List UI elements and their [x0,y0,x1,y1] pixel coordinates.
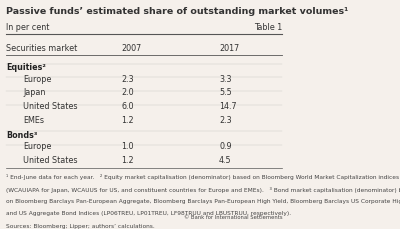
Text: Europe: Europe [23,75,52,84]
Text: 14.7: 14.7 [219,102,237,111]
Text: Bonds³: Bonds³ [6,131,37,140]
Text: and US Aggregate Bond Indices (LP06TREU, LP01TREU, LF98TRUU and LBUSTRUU, respec: and US Aggregate Bond Indices (LP06TREU,… [6,211,291,216]
Text: Table 1: Table 1 [254,23,282,32]
Text: 5.5: 5.5 [219,88,232,98]
Text: United States: United States [23,102,78,111]
Text: 2017: 2017 [219,44,239,53]
Text: Europe: Europe [23,142,52,151]
Text: 2.3: 2.3 [121,75,134,84]
Text: United States: United States [23,156,78,165]
Text: 1.0: 1.0 [121,142,134,151]
Text: 6.0: 6.0 [121,102,134,111]
Text: Securities market: Securities market [6,44,77,53]
Text: EMEs: EMEs [23,116,44,125]
Text: 2.0: 2.0 [121,88,134,98]
Text: 1.2: 1.2 [121,156,134,165]
Text: 1.2: 1.2 [121,116,134,125]
Text: Passive funds’ estimated share of outstanding market volumes¹: Passive funds’ estimated share of outsta… [6,7,348,16]
Text: Sources: Bloomberg; Lipper; authors’ calculations.: Sources: Bloomberg; Lipper; authors’ cal… [6,224,154,229]
Text: Equities²: Equities² [6,63,46,72]
Text: ¹ End-June data for each year.   ² Equity market capitalisation (denominator) ba: ¹ End-June data for each year. ² Equity … [6,174,399,180]
Text: 4.5: 4.5 [219,156,232,165]
Text: In per cent: In per cent [6,23,49,32]
Text: 0.9: 0.9 [219,142,232,151]
Text: Japan: Japan [23,88,46,98]
Text: © Bank for International Settlements: © Bank for International Settlements [184,215,282,220]
Text: 2.3: 2.3 [219,116,232,125]
Text: on Bloomberg Barclays Pan-European Aggregate, Bloomberg Barclays Pan-European Hi: on Bloomberg Barclays Pan-European Aggre… [6,199,400,204]
Text: (WCAUIAPA for Japan, WCAUUS for US, and constituent countries for Europe and EME: (WCAUIAPA for Japan, WCAUUS for US, and … [6,187,400,193]
Text: 2007: 2007 [121,44,141,53]
Text: 3.3: 3.3 [219,75,232,84]
